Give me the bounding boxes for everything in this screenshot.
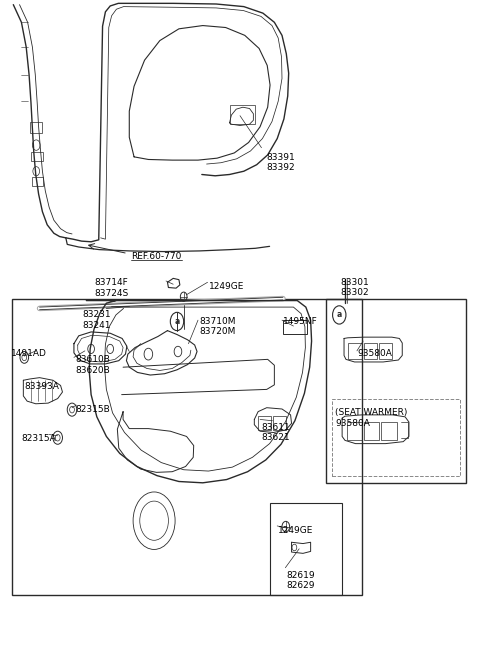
- Text: REF.60-770: REF.60-770: [131, 251, 181, 260]
- Text: 82619
82629: 82619 82629: [287, 571, 315, 590]
- Bar: [332, 400, 460, 476]
- Bar: [12, 298, 362, 594]
- Bar: [364, 343, 377, 359]
- Bar: [381, 422, 396, 440]
- Bar: [258, 415, 271, 430]
- Bar: [30, 121, 42, 133]
- Bar: [33, 177, 43, 186]
- Bar: [326, 298, 466, 483]
- Bar: [274, 415, 286, 430]
- Bar: [379, 343, 392, 359]
- Text: 83710M
83720M: 83710M 83720M: [199, 317, 236, 337]
- Text: 93580A: 93580A: [357, 349, 392, 358]
- Text: 83610B
83620B: 83610B 83620B: [75, 356, 110, 375]
- Bar: [283, 319, 307, 334]
- Text: 83393A: 83393A: [24, 382, 59, 391]
- Text: 83301
83302: 83301 83302: [340, 277, 369, 297]
- Text: 82315A: 82315A: [22, 434, 56, 443]
- Text: 1495NF: 1495NF: [283, 317, 318, 326]
- Text: 1249GE: 1249GE: [209, 282, 244, 291]
- Text: 83611
83621: 83611 83621: [262, 422, 290, 442]
- Text: 1491AD: 1491AD: [11, 349, 47, 358]
- Text: a: a: [336, 310, 342, 319]
- Bar: [348, 343, 362, 359]
- Bar: [347, 422, 362, 440]
- Bar: [32, 152, 43, 161]
- Text: (SEAT WARMER)
93580A: (SEAT WARMER) 93580A: [336, 408, 408, 428]
- Bar: [230, 104, 255, 124]
- Text: 83391
83392: 83391 83392: [266, 153, 295, 173]
- Text: 82315B: 82315B: [75, 405, 110, 414]
- Text: a: a: [174, 317, 180, 326]
- Bar: [270, 503, 342, 594]
- Bar: [364, 422, 379, 440]
- Text: 83231
83241: 83231 83241: [83, 310, 111, 330]
- Text: 1249GE: 1249GE: [278, 526, 313, 535]
- Text: 83714F
83724S: 83714F 83724S: [95, 278, 129, 298]
